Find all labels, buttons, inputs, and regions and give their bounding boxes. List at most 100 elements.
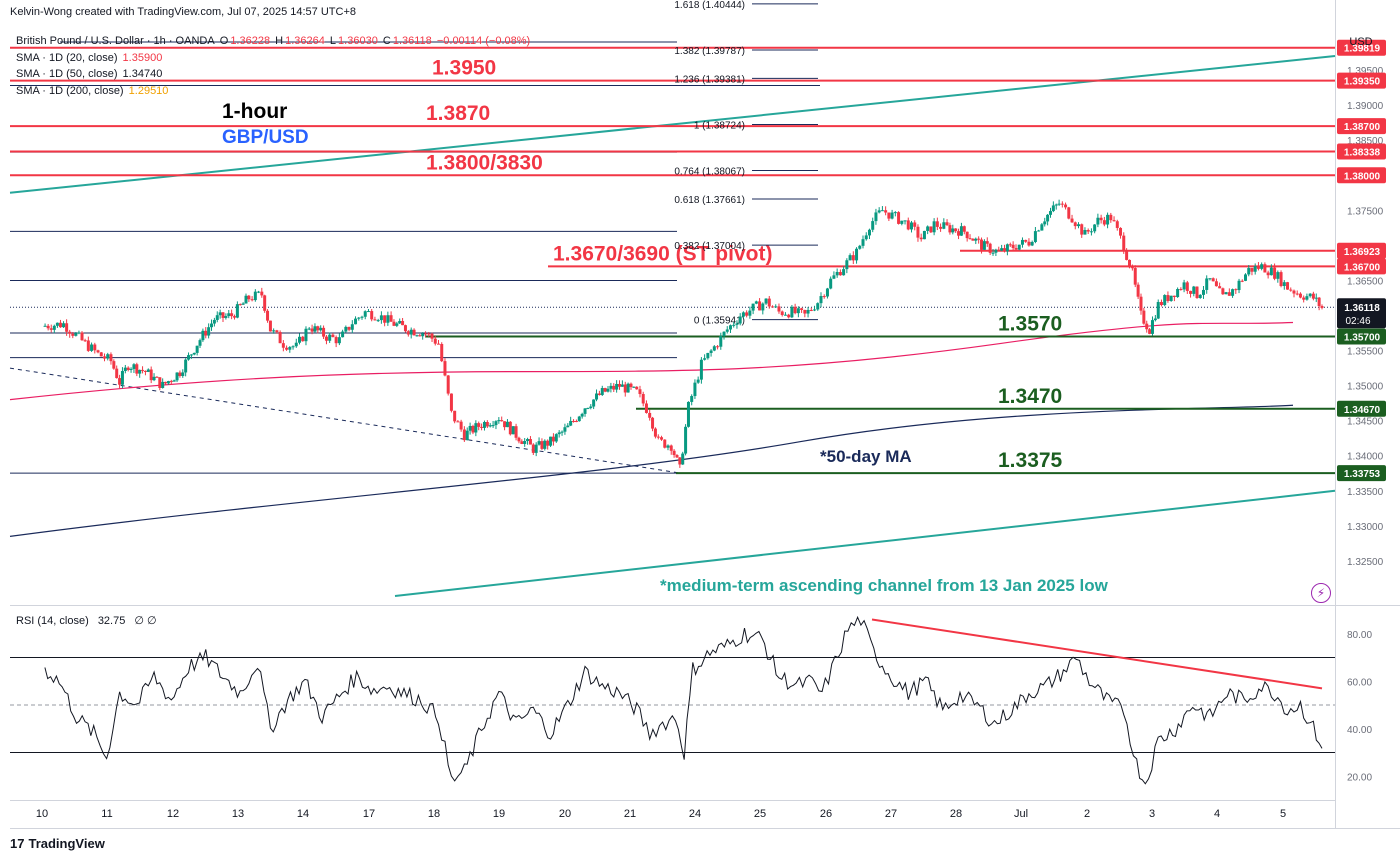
candle-body (563, 427, 567, 432)
candle-body (398, 320, 402, 324)
candle-body (735, 323, 739, 325)
level-label-1: 1.3870 (426, 102, 490, 125)
candle-body (1133, 267, 1137, 285)
candle-body (263, 295, 267, 311)
candle-body (319, 327, 323, 331)
candle-body (201, 330, 205, 341)
candle-body (241, 303, 245, 305)
candle-body (453, 410, 457, 422)
level-marker-1-bg (1337, 118, 1386, 135)
sma20-value: 1.35900 (122, 51, 163, 64)
price-tick-6: 1.35000 (1347, 382, 1384, 393)
candle-body (867, 229, 871, 236)
candle-body (1182, 282, 1186, 290)
candle-body (1240, 280, 1244, 282)
chart-title: 1-hour (222, 100, 287, 123)
candle-body (803, 309, 807, 314)
candle-body (982, 241, 986, 250)
candle-body (592, 399, 596, 407)
candle-body (1253, 266, 1257, 272)
candle-body (161, 381, 165, 388)
candle-body (401, 320, 405, 326)
ohlc-c-label: C (382, 35, 391, 47)
candle-body (430, 333, 434, 339)
candle-body (257, 291, 261, 293)
candle-body (1073, 222, 1077, 227)
candle-body (1109, 214, 1113, 221)
fib-extension[interactable]: 1.618 (1.40444) 1.382 (1.39787) 1.236 (1.3… (674, 0, 818, 327)
candle-body (1076, 224, 1080, 227)
candle-body (316, 326, 320, 331)
candle-body (663, 439, 667, 448)
candle-body (1298, 293, 1302, 298)
candle-body (204, 330, 208, 336)
sma200-row[interactable]: SMA · 1D (200, close) 1.29510 (16, 83, 532, 100)
rsi-legend[interactable]: RSI (14, close) 32.75 ∅ ∅ (16, 614, 157, 627)
candle-body (71, 333, 75, 336)
level-lines[interactable]: 1.3950 1.3870 1.3800/3830 1.3670/3690 (ST p… (10, 46, 1335, 475)
candle-body (656, 436, 660, 438)
candle-body (235, 304, 239, 318)
sma50-row[interactable]: SMA · 1D (50, close) 1.34740 (16, 66, 532, 83)
candle-body (903, 220, 907, 222)
currency-button[interactable]: USD (1349, 36, 1373, 48)
level-label-6: 1.3375 (998, 449, 1063, 472)
candle-body (298, 336, 302, 343)
lightning-icon[interactable]: ⚡ (1311, 583, 1331, 603)
level-marker-3-bg (1337, 258, 1386, 275)
candle-body (880, 210, 884, 212)
rsi-trendline (871, 618, 1323, 690)
candle-body (686, 401, 690, 427)
candle-body (1214, 281, 1218, 287)
candle-body (1153, 318, 1157, 321)
candle-body (62, 323, 66, 328)
candle-body (780, 311, 784, 315)
candle-body (55, 322, 59, 326)
candle-body (540, 441, 544, 449)
time-tick-4: 14 (297, 808, 309, 820)
candle-body (806, 309, 810, 314)
candle-body (508, 421, 512, 435)
dashed-trendline (9, 367, 681, 474)
ascending-channel[interactable] (9, 55, 1336, 597)
candle-body (198, 340, 202, 346)
candle-body (1139, 296, 1143, 311)
fib-label-7: 0 (1.35941) (694, 316, 745, 327)
candle-body (1198, 294, 1202, 298)
candle-body (767, 298, 771, 307)
sma20-row[interactable]: SMA · 1D (20, close) 1.35900 (16, 50, 532, 67)
candle-body (1237, 280, 1241, 291)
ohlc-o: 1.36228 (230, 35, 271, 47)
candle-body (787, 314, 791, 318)
candle-body (796, 308, 800, 314)
candle-body (443, 361, 447, 376)
candle-body (572, 420, 576, 422)
tradingview-brand[interactable]: 17 TradingView (10, 836, 105, 851)
time-tick-17: 3 (1149, 808, 1155, 820)
candle-body (129, 368, 133, 370)
symbol-row[interactable]: British Pound / U.S. Dollar · 1h · OANDA… (16, 33, 532, 50)
candle-body (480, 426, 484, 428)
candle-body (135, 364, 139, 374)
symbol-name[interactable]: British Pound / U.S. Dollar · 1h · OANDA (16, 35, 215, 47)
candle-body (722, 331, 726, 336)
time-tick-1: 11 (101, 808, 112, 820)
candle-body (988, 243, 992, 253)
sma50-label: SMA · 1D (50, close) (16, 68, 118, 80)
candle-body (1089, 231, 1093, 233)
candle-body (178, 372, 182, 376)
candle-body (916, 226, 920, 238)
candle-body (935, 221, 939, 227)
candle-body (574, 421, 578, 423)
candle-body (597, 393, 601, 395)
ohlc-l-label: L (329, 35, 337, 47)
candle-body (260, 291, 264, 296)
candle-body (748, 310, 752, 316)
candle-body (1208, 278, 1212, 280)
candle-body (641, 394, 645, 404)
candle-body (449, 393, 453, 411)
candle-body (777, 306, 781, 312)
candle-body (275, 330, 279, 333)
candle-body (189, 354, 193, 356)
